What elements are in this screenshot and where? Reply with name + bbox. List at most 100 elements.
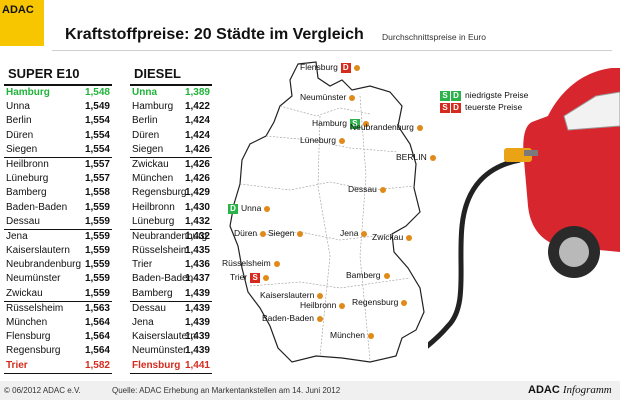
map-city: Dessau (348, 184, 386, 194)
price-value: 1,439 (184, 345, 210, 357)
city-name: Siegen (132, 143, 164, 155)
price-row: München 1,426 (130, 172, 212, 186)
map-city-label: Kaiserslautern (260, 290, 315, 300)
map-city: Zwickau (372, 232, 413, 242)
column-header-diesel: DIESEL (134, 66, 181, 81)
germany-outline (229, 61, 425, 363)
city-name: Lüneburg (6, 173, 49, 185)
price-row: Neumünster 1,559 (4, 272, 112, 286)
price-row: Jena 1,559 (4, 230, 112, 244)
city-dot-icon (361, 230, 368, 237)
price-value: 1,441 (184, 359, 210, 371)
footer-brand: ADAC Infogramm (528, 384, 612, 396)
city-name: Regensburg (132, 187, 187, 199)
price-row: Flensburg 1,441 (130, 359, 212, 373)
price-value: 1,582 (84, 359, 110, 371)
price-value: 1,559 (84, 201, 110, 213)
city-name: Neubrandenburg (6, 259, 82, 271)
city-name: Bamberg (132, 287, 173, 299)
city-name: Hamburg (6, 87, 50, 98)
city-name: Flensburg (132, 359, 181, 371)
car-rim (559, 237, 589, 267)
price-row: Dessau 1,439 (130, 302, 212, 316)
city-dot-icon (273, 260, 280, 267)
price-row: Baden-Baden 1,559 (4, 201, 112, 215)
city-name: Jena (132, 317, 154, 328)
price-value: 1,564 (84, 345, 110, 357)
map-city-label: Regensburg (352, 297, 399, 307)
city-name: Düren (6, 129, 34, 141)
map-city: Neubrandenburg (350, 122, 423, 132)
city-name: Zwickau (6, 287, 43, 299)
city-name: Trier (132, 259, 153, 271)
city-name: Berlin (132, 115, 158, 127)
price-table-super-e10: Hamburg 1,548 Unna 1,549 Berlin 1,554 Düren 1,5… (4, 86, 112, 374)
fuel-hose (428, 157, 521, 349)
city-name: Kaiserslautern (132, 331, 196, 343)
price-row: Kaiserslautern 1,559 (4, 244, 112, 258)
city-name: Neubrandenburg (132, 230, 208, 242)
legend-badge-icon: D (451, 102, 461, 113)
price-value: 1,558 (84, 187, 110, 199)
price-value: 1,548 (84, 87, 110, 98)
price-value: 1,426 (184, 158, 210, 170)
price-row: Trier 1,436 (130, 258, 212, 272)
price-value: 1,564 (84, 331, 110, 343)
price-row: Rüsselsheim 1,435 (130, 244, 212, 258)
city-name: Trier (6, 359, 28, 371)
city-name: Düren (132, 129, 160, 141)
price-value: 1,554 (84, 115, 110, 127)
column-rule-diesel (130, 84, 212, 86)
price-value: 1,549 (84, 101, 110, 113)
price-row: Düren 1,554 (4, 129, 112, 143)
price-value: 1,432 (184, 215, 210, 227)
map-city: München (330, 330, 374, 340)
city-dot-icon (317, 292, 324, 299)
city-name: Neumünster (132, 345, 187, 357)
price-row: Regensburg 1,429 (130, 186, 212, 200)
price-row: Hamburg 1,548 (4, 86, 112, 100)
city-name: Jena (6, 230, 28, 242)
city-name: Heilbronn (132, 201, 175, 213)
price-badge-icon: S (250, 272, 261, 283)
price-value: 1,559 (84, 230, 110, 242)
nozzle-tip (524, 150, 538, 156)
city-dot-icon (339, 302, 346, 309)
map-city: Siegen (268, 228, 304, 238)
price-group: Unna 1,389 Hamburg 1,422 Berlin 1,424 Düren 1,4… (130, 86, 212, 158)
legend-badge-icon: S (440, 102, 450, 113)
logo-text: ADAC (2, 4, 34, 16)
city-name: Dessau (6, 215, 40, 227)
price-value: 1,439 (184, 331, 210, 343)
map-city: D Unna (228, 203, 271, 214)
city-name: Hamburg (132, 101, 174, 113)
city-dot-icon (297, 230, 304, 237)
price-row: Siegen 1,426 (130, 143, 212, 157)
city-dot-icon (349, 94, 356, 101)
germany-map (220, 56, 470, 374)
city-name: Bamberg (6, 187, 47, 199)
price-row: Rüsselsheim 1,563 (4, 302, 112, 316)
price-value: 1,557 (84, 173, 110, 185)
price-badge-icon: D (228, 203, 238, 214)
city-dot-icon (429, 154, 436, 161)
adac-logo: ADAC (0, 0, 44, 46)
city-dot-icon (263, 274, 270, 281)
city-dot-icon (260, 230, 267, 237)
map-city: Rüsselsheim (222, 258, 280, 268)
footer-source: Quelle: ADAC Erhebung an Markentankstell… (112, 386, 341, 395)
price-value: 1,439 (184, 317, 210, 328)
map-city-label: Siegen (268, 228, 295, 238)
map-city: Hamburg S (312, 118, 369, 129)
price-row: Siegen 1,554 (4, 143, 112, 157)
map-city: Flensburg D (300, 62, 360, 73)
price-group: Neubrandenburg 1,432 Rüsselsheim 1,435 Trier… (130, 230, 212, 302)
price-row: Lüneburg 1,557 (4, 172, 112, 186)
price-value: 1,430 (184, 201, 210, 213)
price-row: Trier 1,582 (4, 359, 112, 373)
city-dot-icon (367, 332, 374, 339)
price-value: 1,559 (84, 287, 110, 299)
price-row: Baden-Baden 1,437 (130, 272, 212, 286)
